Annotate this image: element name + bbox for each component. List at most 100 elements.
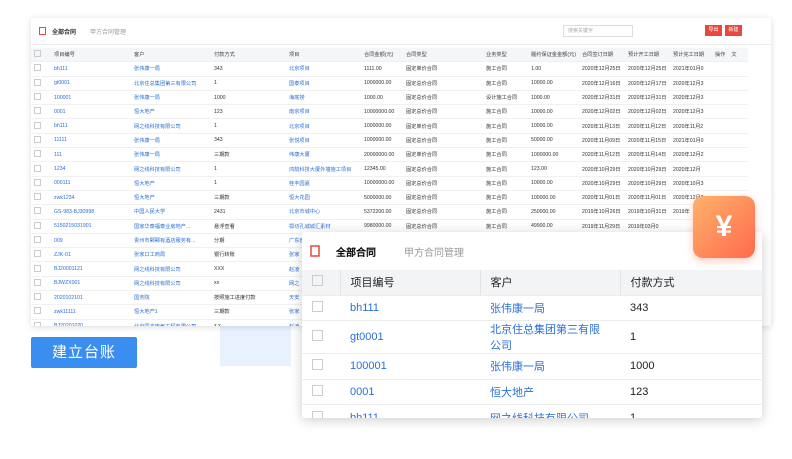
cell[interactable]: 网之线科技有限公司 — [480, 404, 620, 418]
cell[interactable]: 恒大地产1 — [131, 304, 211, 320]
cell[interactable]: 鸿鹄科技大厦外墙施工项目 — [286, 161, 361, 177]
cell[interactable]: 2020102101 — [51, 290, 131, 306]
cell[interactable]: 张伟康一局 — [131, 90, 211, 106]
cell: 1000000.00 — [361, 118, 403, 134]
cell[interactable]: 张悦项目 — [286, 133, 361, 149]
cell[interactable]: ZJK-01 — [51, 247, 131, 263]
cell[interactable]: 桂丰园嘉 — [286, 176, 361, 191]
checkbox[interactable] — [34, 278, 41, 286]
cell[interactable]: 北京住总集团第三有限公司 — [131, 76, 211, 91]
cell[interactable]: 北京项目 — [286, 61, 361, 77]
checkbox[interactable] — [34, 293, 41, 301]
cell[interactable]: 网之线科技有限公司 — [131, 261, 211, 277]
checkbox[interactable] — [34, 207, 41, 215]
cell[interactable]: 1234 — [51, 161, 131, 177]
checkbox[interactable] — [34, 121, 41, 129]
checkbox[interactable] — [34, 50, 41, 58]
tab[interactable]: 全部合同 — [336, 247, 376, 259]
cell[interactable]: 恒大地产 — [131, 190, 211, 206]
checkbox[interactable] — [34, 221, 41, 229]
cell[interactable]: 北京项目 — [286, 118, 361, 134]
header-row: 项目编号 客户 付款方式 — [302, 270, 762, 296]
checkbox[interactable] — [312, 275, 323, 287]
cell[interactable]: 北京住总集团第三有限公司 — [480, 320, 620, 355]
tab[interactable]: 全部合同 — [52, 29, 77, 36]
cell[interactable]: bh111 — [51, 118, 131, 134]
cell[interactable]: 100001 — [340, 353, 480, 380]
cell[interactable]: 11111 — [51, 133, 131, 149]
cell[interactable]: 国务院 — [131, 290, 211, 306]
cell[interactable]: 111 — [51, 147, 131, 163]
checkbox[interactable] — [312, 385, 323, 397]
cell: 5000000.00 — [361, 190, 403, 206]
cell[interactable]: GS-983-BJ30998 — [51, 204, 131, 220]
cell[interactable]: bh111 — [340, 295, 480, 322]
cell[interactable]: 0001 — [51, 104, 131, 120]
checkbox[interactable] — [34, 178, 41, 186]
cell: 2020年10月3 — [669, 176, 712, 191]
cell[interactable]: 恒大地产 — [131, 104, 211, 120]
cell[interactable]: 张伟康一局 — [131, 147, 211, 163]
checkbox[interactable] — [34, 150, 41, 158]
checkbox[interactable] — [34, 107, 41, 115]
cell[interactable]: BJ20001121 — [51, 261, 131, 277]
cell[interactable]: bh111 — [340, 404, 480, 418]
cell[interactable]: 国家华泰福泰业房地产... — [131, 219, 211, 234]
cell[interactable]: 海底捞 — [286, 90, 361, 106]
cell[interactable]: 网之线科技有限公司 — [131, 118, 211, 134]
cell[interactable]: BJWZX001 — [51, 276, 131, 292]
table-row: 0001 恒大地产 123 南京项目 10000000.00 固定总价合同 施工合同 1000… — [31, 104, 749, 120]
checkbox[interactable] — [34, 307, 41, 315]
checkbox[interactable] — [34, 64, 41, 72]
export-button[interactable]: 导出 — [705, 25, 722, 36]
checkbox[interactable] — [34, 93, 41, 101]
cell[interactable]: 0001 — [340, 379, 480, 406]
cell[interactable]: 000111 — [51, 176, 131, 191]
checkbox[interactable] — [34, 78, 41, 86]
cell: 固定总价合同 — [403, 133, 483, 149]
checkbox[interactable] — [34, 321, 41, 326]
cell[interactable]: 网之线科技有限公司 — [131, 161, 211, 177]
cell: 固定总价合同 — [403, 204, 483, 220]
checkbox[interactable] — [34, 236, 41, 243]
checkbox[interactable] — [34, 193, 41, 201]
cell[interactable]: zwk1234 — [51, 190, 131, 206]
cell[interactable]: 恒大花园 — [286, 190, 361, 206]
cell[interactable]: 贵州市鄄鄄有酒店服务有... — [131, 233, 211, 249]
cell[interactable]: gt0001 — [340, 320, 480, 355]
checkbox[interactable] — [34, 135, 41, 143]
cell[interactable]: 国泰项目 — [286, 76, 361, 91]
cell[interactable]: 恒大地产 — [480, 379, 620, 406]
cell[interactable]: 中国人民大学 — [131, 204, 211, 220]
checkbox[interactable] — [312, 300, 323, 312]
cell[interactable]: 伟康大厦 — [286, 147, 361, 163]
checkbox[interactable] — [312, 359, 323, 371]
cell[interactable]: gt0001 — [51, 76, 131, 91]
cell[interactable]: 5150215031901 — [51, 219, 131, 234]
tab[interactable]: 甲方合同管理 — [404, 247, 464, 259]
cell[interactable]: zwk11111 — [51, 304, 131, 320]
cell[interactable]: 100001 — [51, 90, 131, 106]
cell[interactable]: 张家口工商局 — [131, 247, 211, 263]
new-button[interactable]: 新建 — [725, 25, 742, 36]
cell[interactable]: 恒大地产 — [131, 176, 211, 191]
cell[interactable]: 南京项目 — [286, 104, 361, 120]
cell[interactable]: 北京同方电气工程有限公司 — [131, 319, 211, 326]
cell[interactable]: 网之线科技有限公司 — [131, 276, 211, 292]
cell[interactable]: 张伟康一局 — [131, 61, 211, 77]
checkbox[interactable] — [34, 164, 41, 172]
cell[interactable]: 北京市城中心 — [286, 204, 361, 220]
checkbox[interactable] — [34, 250, 41, 258]
tab[interactable]: 甲方合同管理 — [90, 29, 127, 36]
cell[interactable]: BJ20201020 — [51, 319, 131, 326]
cell: 10000.00 — [528, 76, 579, 91]
cell[interactable]: bh111 — [51, 61, 131, 77]
cell[interactable]: 张伟康一局 — [131, 133, 211, 149]
checkbox[interactable] — [312, 410, 323, 418]
checkbox[interactable] — [312, 330, 323, 342]
checkbox[interactable] — [34, 264, 41, 272]
cell[interactable]: 张伟康一局 — [480, 353, 620, 380]
cell[interactable]: 009 — [51, 233, 131, 249]
search-box[interactable]: 搜索关键字 — [563, 25, 633, 37]
cell[interactable]: 张伟康一局 — [480, 295, 620, 322]
